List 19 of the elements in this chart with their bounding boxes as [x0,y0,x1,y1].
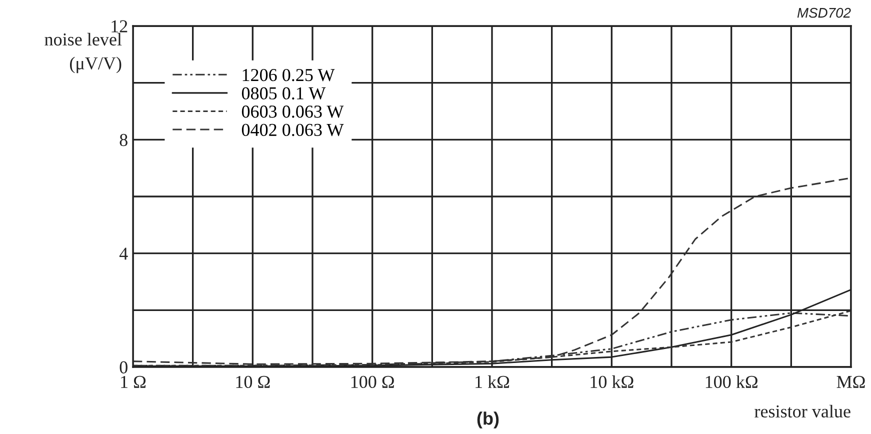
text: (b) [477,412,499,428]
x-tick-label: 10 kΩ [590,375,634,388]
y-tick-label: 8 [120,134,128,146]
legend-label: 0603 0.063 W [242,106,344,118]
legend-label: 0805 0.1 W [242,87,326,100]
x-tick-label: 100 Ω [351,376,394,388]
x-axis-title: resistor value [754,404,850,418]
x-tick-label: 100 kΩ [706,375,758,388]
x-tick-label: 1 Ω [121,376,146,388]
x-tick-label: MΩ [836,376,865,388]
text: MSD702 [797,8,851,18]
legend-label: 0402 0.063 W [242,124,344,136]
y-tick-label: 4 [119,248,128,260]
y-tick-label: 0 [120,361,128,374]
x-tick-label: 1 kΩ [476,375,510,388]
y-axis-title: noise level (μV/V) [44,32,122,74]
y-tick-label: 12 [112,20,128,32]
x-tick-label: 10 Ω [236,376,270,388]
legend-label: 1206 0.25 W [242,68,335,82]
